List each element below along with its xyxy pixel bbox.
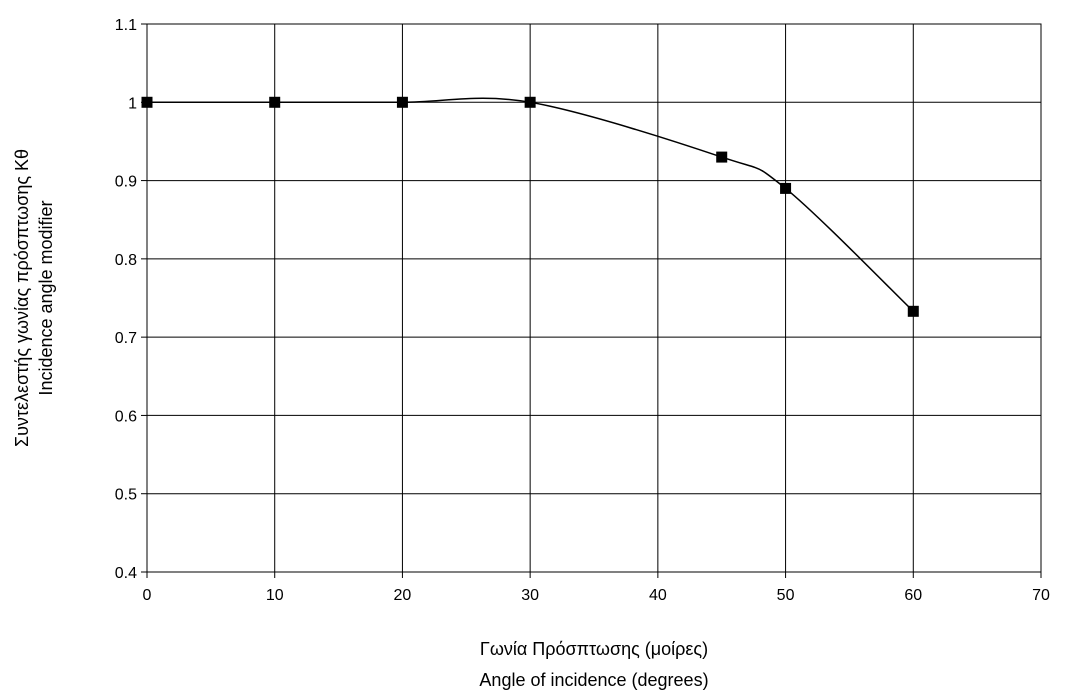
y-tick-label: 0.5 <box>115 487 137 504</box>
y-tick-label: 0.9 <box>115 174 137 191</box>
data-point-marker <box>716 151 728 163</box>
x-tick-label: 60 <box>904 587 922 604</box>
x-axis-title-english: Angle of incidence (degrees) <box>479 670 708 690</box>
y-tick-label: 0.8 <box>115 252 137 269</box>
y-axis-title-greek: Συντελεστής γωνίας πρόσπτωσης Kθ <box>12 149 32 447</box>
x-tick-label: 70 <box>1032 587 1050 604</box>
series-layer <box>141 96 919 317</box>
x-tick-label: 50 <box>777 587 795 604</box>
data-point-marker <box>141 96 153 108</box>
axis-ticks: 0 10 20 30 40 50 60 70 0.4 0.5 0.6 0.7 0.8 0.9 1 1.1 <box>115 17 1050 604</box>
y-tick-label: 0.6 <box>115 408 137 425</box>
y-tick-label: 0.7 <box>115 330 137 347</box>
data-point-marker <box>780 182 792 194</box>
y-tick-label: 1 <box>128 95 137 112</box>
plot-area-frame <box>146 23 1042 573</box>
x-tick-label: 0 <box>143 587 152 604</box>
data-point-marker <box>524 96 536 108</box>
x-tick-label: 30 <box>521 587 539 604</box>
x-tick-label: 10 <box>266 587 284 604</box>
y-tick-label: 0.4 <box>115 565 137 582</box>
data-point-marker <box>269 96 281 108</box>
x-tick-label: 20 <box>394 587 412 604</box>
gridlines <box>146 23 1042 573</box>
y-tick-label: 1.1 <box>115 17 137 34</box>
data-point-marker <box>907 305 919 317</box>
data-point-marker <box>396 96 408 108</box>
x-tick-label: 40 <box>649 587 667 604</box>
y-axis-title-english: Incidence angle modifier <box>36 200 56 395</box>
x-axis-title-greek: Γωνία Πρόσπτωσης (μοίρες) <box>480 639 708 659</box>
